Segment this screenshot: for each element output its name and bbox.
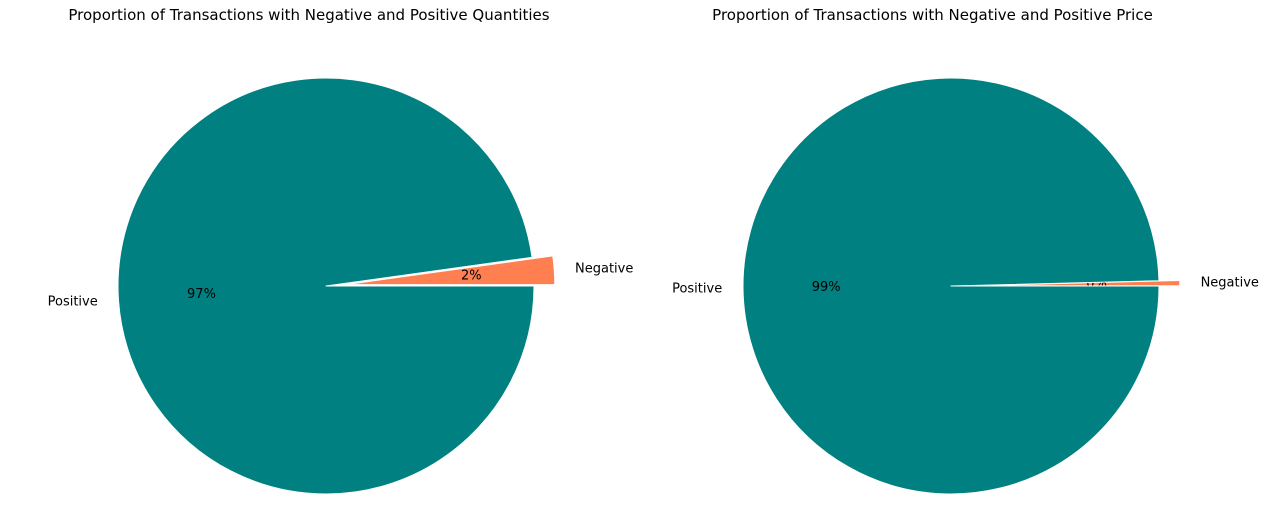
slice-label-positive: Positive — [672, 281, 722, 296]
pie-slice-negative — [346, 255, 556, 286]
slice-label-negative: Negative — [575, 261, 633, 276]
chart-title: Proportion of Transactions with Negative… — [68, 6, 550, 24]
quantities-pie-chart: 2% Negative 97% Positive — [48, 77, 633, 495]
pct-label-positive: 99% — [812, 280, 841, 295]
pie-slice-positive — [117, 77, 535, 495]
slice-label-positive: Positive — [48, 294, 98, 309]
pct-label-negative: 2% — [461, 268, 482, 283]
slice-label-negative: Negative — [1201, 275, 1259, 290]
price-pie-panel: Proportion of Transactions with Negative… — [634, 0, 1267, 526]
chart-title: Proportion of Transactions with Negative… — [712, 6, 1153, 24]
pie-slice-positive — [742, 77, 1160, 495]
pct-label-positive: 97% — [187, 287, 216, 302]
quantities-pie-panel: Proportion of Transactions with Negative… — [48, 6, 633, 495]
